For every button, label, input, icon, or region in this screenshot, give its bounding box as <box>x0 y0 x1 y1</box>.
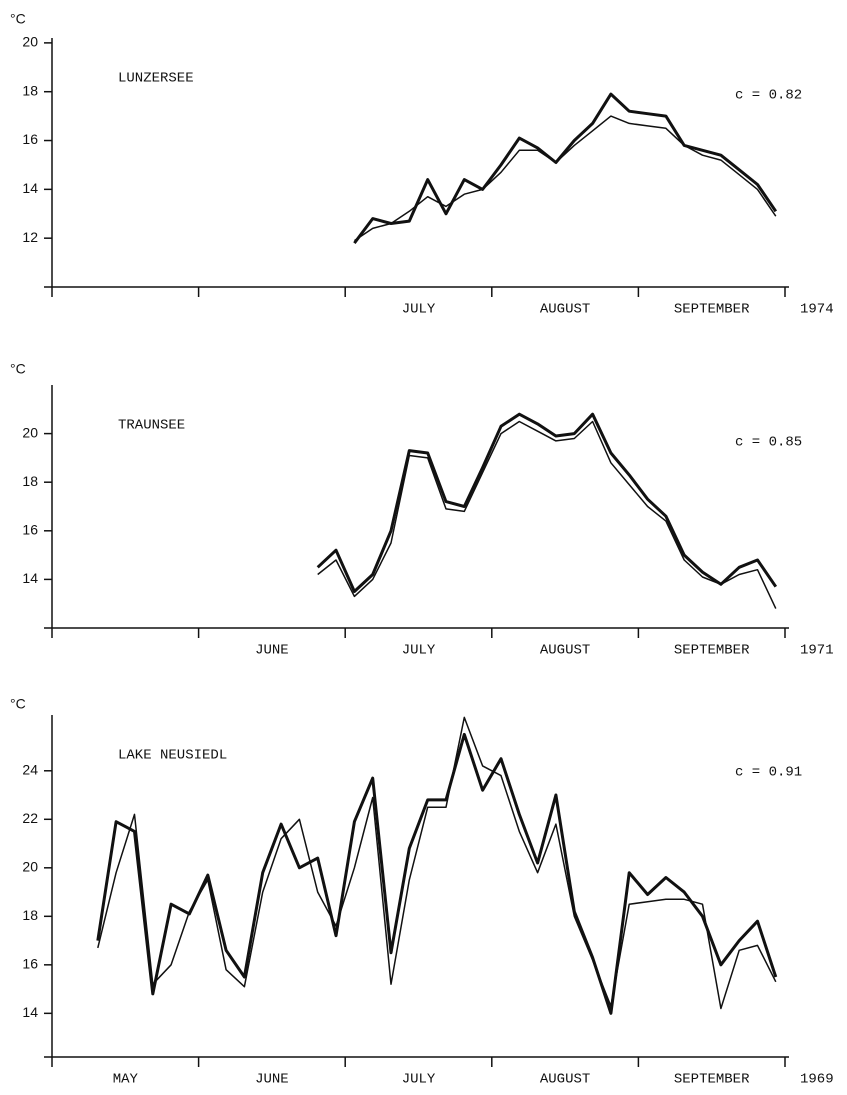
y-tick-label: 18 <box>22 473 38 489</box>
y-tick-label: 12 <box>22 229 38 245</box>
x-tick-label: AUGUST <box>540 643 590 659</box>
x-tick-label: AUGUST <box>540 302 590 318</box>
x-tick-label: JULY <box>402 302 436 318</box>
series-line <box>96 732 778 1015</box>
series-line <box>316 412 778 593</box>
y-tick-label: 18 <box>22 82 38 98</box>
y-tick-label: 24 <box>22 761 38 777</box>
series-line <box>97 716 777 1010</box>
x-tick-label: SEPTEMBER <box>674 643 750 659</box>
annotation: c = 0.85 <box>735 435 802 451</box>
x-tick-label: SEPTEMBER <box>674 302 750 318</box>
year-label: 1971 <box>800 643 834 659</box>
y-tick-label: 20 <box>22 34 38 50</box>
y-axis-label: °C <box>10 361 26 377</box>
panel-title: TRAUNSEE <box>118 418 185 434</box>
y-tick-label: 22 <box>22 810 38 826</box>
series-line <box>353 115 777 242</box>
y-tick-label: 20 <box>22 859 38 875</box>
y-tick-label: 14 <box>22 180 38 196</box>
y-tick-label: 14 <box>22 1004 38 1020</box>
y-tick-label: 16 <box>22 131 38 147</box>
annotation: c = 0.91 <box>735 765 802 781</box>
x-tick-label: JULY <box>402 643 436 659</box>
x-tick-label: JULY <box>402 1072 436 1088</box>
x-tick-label: JUNE <box>255 643 289 659</box>
x-tick-label: MAY <box>113 1072 139 1088</box>
x-tick-label: SEPTEMBER <box>674 1072 750 1088</box>
x-tick-label: AUGUST <box>540 1072 590 1088</box>
panel-title: LAKE NEUSIEDL <box>118 748 227 764</box>
year-label: 1974 <box>800 302 834 318</box>
annotation: c = 0.82 <box>735 88 802 104</box>
y-axis-label: °C <box>10 696 26 712</box>
series-line <box>353 92 778 244</box>
y-tick-label: 16 <box>22 956 38 972</box>
x-tick-label: JUNE <box>255 1072 289 1088</box>
y-tick-label: 14 <box>22 570 38 586</box>
panel-title: LUNZERSEE <box>118 71 194 87</box>
y-tick-label: 18 <box>22 907 38 923</box>
series-line <box>317 420 777 609</box>
y-tick-label: 20 <box>22 424 38 440</box>
year-label: 1969 <box>800 1072 834 1088</box>
y-tick-label: 16 <box>22 522 38 538</box>
y-axis-label: °C <box>10 11 26 27</box>
